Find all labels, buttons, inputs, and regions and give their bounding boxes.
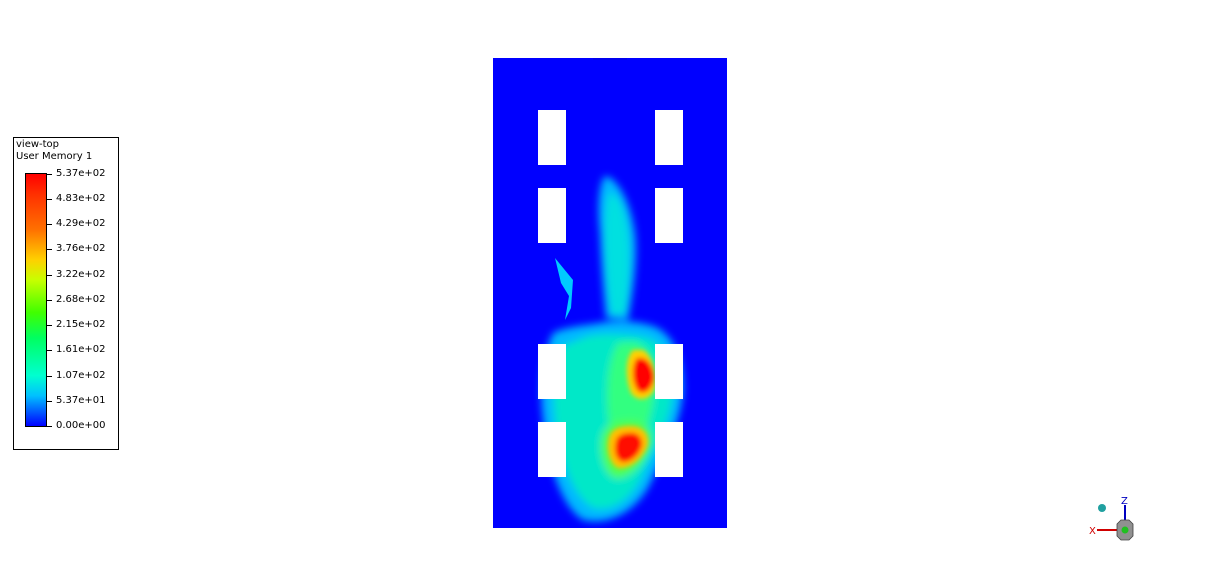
legend-tick-label: 3.22e+02 bbox=[56, 269, 106, 280]
domain-outlet bbox=[593, 58, 627, 60]
z-axis-label: Z bbox=[1121, 496, 1128, 507]
legend-tick-label: 2.15e+02 bbox=[56, 319, 106, 330]
legend-subtitle: User Memory 1 bbox=[16, 151, 93, 162]
legend-tick bbox=[47, 376, 52, 377]
legend-title: view-top bbox=[16, 139, 60, 150]
obstacle-block bbox=[538, 188, 566, 243]
colorbar bbox=[25, 173, 47, 427]
obstacle-block bbox=[538, 422, 566, 477]
obstacle-block bbox=[655, 344, 683, 399]
obstacle-block bbox=[538, 110, 566, 165]
legend-tick bbox=[47, 325, 52, 326]
legend-tick bbox=[47, 426, 52, 427]
contour-plot[interactable] bbox=[493, 58, 727, 528]
legend-tick bbox=[47, 174, 52, 175]
legend-tick-label: 5.37e+02 bbox=[56, 168, 106, 179]
legend-tick bbox=[47, 275, 52, 276]
legend-tick-label: 3.76e+02 bbox=[56, 243, 106, 254]
legend-tick bbox=[47, 350, 52, 351]
legend-tick-label: 4.29e+02 bbox=[56, 218, 106, 229]
legend-tick bbox=[47, 249, 52, 250]
legend-tick-label: 0.00e+00 bbox=[56, 420, 106, 431]
x-axis-label: X bbox=[1089, 526, 1096, 537]
color-legend: view-top User Memory 1 5.37e+02 4.83e+02… bbox=[13, 137, 119, 450]
obstacle-block bbox=[655, 188, 683, 243]
legend-tick-label: 1.07e+02 bbox=[56, 370, 106, 381]
legend-tick bbox=[47, 401, 52, 402]
legend-tick bbox=[47, 199, 52, 200]
hotspots bbox=[607, 350, 656, 469]
obstacle-block bbox=[655, 422, 683, 477]
orientation-triad[interactable]: Z X bbox=[1085, 495, 1145, 545]
legend-tick-label: 1.61e+02 bbox=[56, 344, 106, 355]
legend-tick-label: 4.83e+02 bbox=[56, 193, 106, 204]
leak-streak bbox=[555, 258, 573, 320]
obstacle-block bbox=[655, 110, 683, 165]
y-axis-icon bbox=[1121, 526, 1129, 534]
view-reset-sphere-icon[interactable] bbox=[1098, 504, 1106, 512]
legend-tick bbox=[47, 224, 52, 225]
legend-tick bbox=[47, 300, 52, 301]
legend-tick-label: 5.37e+01 bbox=[56, 395, 106, 406]
legend-tick-label: 2.68e+02 bbox=[56, 294, 106, 305]
obstacle-block bbox=[538, 344, 566, 399]
